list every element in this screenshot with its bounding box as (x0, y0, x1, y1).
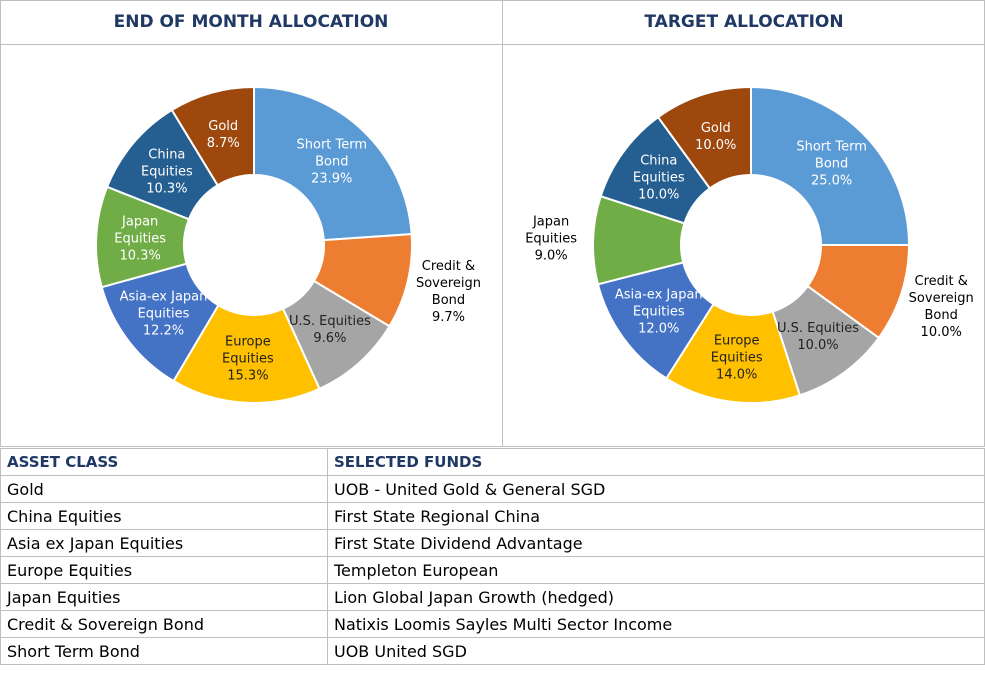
table-cell: UOB - United Gold & General SGD (327, 475, 985, 503)
segment-label: Gold 10.0% (671, 120, 761, 154)
segment-label: U.S. Equities 9.6% (285, 313, 375, 347)
segment-label: Asia-ex Japan Equities 12.0% (614, 287, 704, 338)
table-row: Gold UOB - United Gold & General SGD (0, 475, 985, 503)
donut-segment (664, 302, 802, 404)
value-label: 23.9% (311, 171, 353, 187)
segment-label: Europe Equities 14.0% (692, 333, 782, 384)
table-row: Asia ex Japan Equities First State Divide… (0, 529, 985, 557)
chart-title: END OF MONTH ALLOCATION (113, 12, 389, 32)
donut-segment (172, 303, 321, 404)
segment-label: Japan Equities 9.0% (506, 213, 596, 264)
value-label: 10.0% (797, 338, 839, 354)
table-row: Europe Equities Templeton European (0, 556, 985, 584)
segment-label: Short Term Bond 25.0% (787, 139, 877, 190)
segment-label: Credit & Sovereign Bond 10.0% (896, 273, 985, 341)
header-cell: ASSET CLASS (0, 448, 328, 476)
category-label: Gold (700, 120, 731, 136)
segment-label: Gold 8.7% (178, 118, 268, 152)
table-cell: First State Regional China (327, 502, 985, 530)
table-row: Japan Equities Lion Global Japan Growth (… (0, 583, 985, 611)
table-cell: Gold (0, 475, 328, 503)
donut-segment (170, 85, 255, 187)
value-label: 10.3% (146, 181, 188, 196)
category-label: Short Term Bond (796, 139, 867, 172)
category-label: Japan Equities (114, 214, 167, 247)
value-label: 15.3% (227, 368, 269, 384)
category-label: U.S. Equities (288, 314, 371, 330)
table-row: China Equities First State Regional China (0, 502, 985, 530)
table-header: ASSET CLASS SELECTED FUNDS (0, 448, 985, 476)
table-cell: China Equities (0, 502, 328, 530)
table-cell: UOB United SGD (327, 637, 985, 665)
category-label: Europe Equities (222, 334, 274, 367)
charts-area (0, 0, 985, 447)
value-label: 14.0% (716, 367, 758, 383)
category-label: Credit & Sovereign Bond (908, 273, 974, 323)
table-cell: Lion Global Japan Growth (hedged) (327, 583, 985, 611)
table-row: Short Term Bond UOB United SGD (0, 637, 985, 665)
chart-title: TARGET ALLOCATION (644, 12, 844, 32)
table-cell: First State Dividend Advantage (327, 529, 985, 557)
value-label: 25.0% (810, 173, 853, 189)
segment-label: China Equities 10.3% (122, 146, 212, 197)
category-label: Asia-ex Japan Equities (614, 287, 703, 320)
category-label: Credit & Sovereign Bond (415, 258, 481, 308)
value-label: 9.6% (313, 331, 347, 347)
table-cell: Japan Equities (0, 583, 328, 611)
value-label: 9.0% (534, 248, 568, 264)
segment-label: Japan Equities 10.3% (95, 213, 185, 264)
donut-segment (750, 85, 911, 246)
donut-segment (253, 85, 413, 242)
value-label: 10.0% (638, 187, 680, 203)
value-label: 10.0% (920, 324, 962, 340)
value-label: 12.0% (638, 321, 680, 337)
segment-label: Short Term Bond 23.9% (287, 136, 377, 187)
value-label: 8.7% (206, 136, 240, 152)
table-cell: Natixis Loomis Sayles Multi Sector Incom… (327, 610, 985, 638)
table-cell: Short Term Bond (0, 637, 328, 665)
table-cell: Templeton European (327, 556, 985, 584)
header-cell: SELECTED FUNDS (327, 448, 985, 476)
table-row: Credit & Sovereign Bond Natixis Loomis Sa… (0, 610, 985, 638)
value-label: 10.3% (119, 248, 161, 264)
segment-label: Europe Equities 15.3% (203, 333, 293, 384)
category-label: China Equities (140, 147, 193, 179)
table-cell: Asia ex Japan Equities (0, 529, 328, 557)
table-cell: Credit & Sovereign Bond (0, 610, 328, 638)
donut-segment (656, 85, 752, 190)
segment-label: U.S. Equities 10.0% (773, 320, 863, 354)
table-cell: Europe Equities (0, 556, 328, 584)
segment-label: China Equities 10.0% (614, 152, 704, 203)
segment-label: Asia-ex Japan Equities 12.2% (118, 289, 208, 340)
category-label: Asia-ex Japan Equities (119, 289, 208, 322)
category-label: Short Term Bond (296, 137, 368, 170)
fund-table: ASSET CLASS SELECTED FUNDS Gold UOB - Uni… (0, 448, 985, 665)
category-label: U.S. Equities (777, 321, 859, 337)
segment-label: Credit & Sovereign Bond 9.7% (403, 258, 493, 326)
category-label: Gold (208, 119, 239, 135)
value-label: 10.0% (695, 137, 737, 153)
category-label: Japan Equities (525, 214, 577, 247)
value-label: 12.2% (142, 323, 185, 339)
category-label: China Equities (632, 153, 685, 186)
value-label: 9.7% (431, 309, 465, 325)
category-label: Europe Equities (710, 333, 763, 366)
